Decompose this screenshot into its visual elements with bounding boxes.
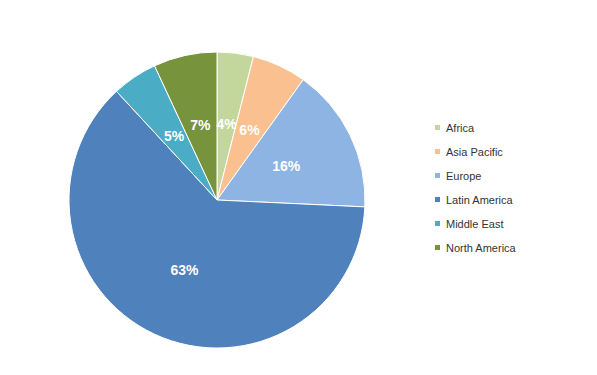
svg-text:4%: 4% xyxy=(216,116,237,132)
svg-text:Europe: Europe xyxy=(446,170,481,182)
svg-text:6%: 6% xyxy=(239,122,260,138)
svg-text:16%: 16% xyxy=(272,158,301,174)
svg-text:Asia Pacific: Asia Pacific xyxy=(446,146,503,158)
svg-text:Africa: Africa xyxy=(446,122,475,134)
svg-text:Middle East: Middle East xyxy=(446,218,503,230)
svg-text:North America: North America xyxy=(446,242,517,254)
svg-text:5%: 5% xyxy=(164,128,185,144)
svg-text:63%: 63% xyxy=(171,262,200,278)
svg-text:Latin America: Latin America xyxy=(446,194,514,206)
svg-text:7%: 7% xyxy=(190,117,211,133)
